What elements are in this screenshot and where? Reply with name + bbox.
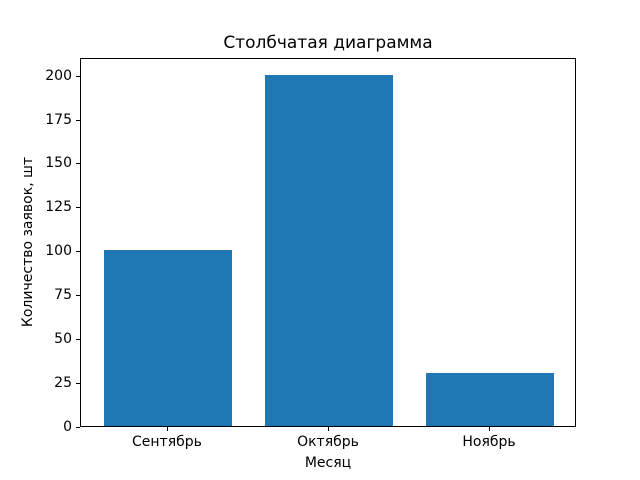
y-tick-mark	[76, 295, 80, 297]
y-tick-label: 175	[45, 111, 72, 128]
y-tick-mark	[76, 75, 80, 77]
x-tick-mark	[328, 427, 329, 431]
y-tick-label: 100	[45, 243, 72, 260]
x-axis-label: Месяц	[304, 455, 352, 471]
y-tick-label: 150	[45, 155, 72, 172]
plot-area	[80, 58, 576, 427]
y-tick-label: 25	[54, 375, 72, 392]
x-tick-label: Сентябрь	[132, 434, 202, 450]
y-tick-mark	[76, 163, 80, 165]
y-tick-label: 0	[63, 419, 72, 435]
bar-Сентябрь	[103, 250, 233, 426]
chart-title: Столбчатая диаграмма	[223, 33, 433, 53]
y-tick-mark	[76, 339, 80, 341]
x-tick-label: Октябрь	[297, 434, 359, 450]
y-tick-mark	[76, 427, 80, 428]
y-tick-label: 125	[45, 199, 72, 216]
bar-Октябрь	[264, 74, 394, 426]
y-tick-mark	[76, 383, 80, 385]
y-axis-label: Количество заявок, шт	[20, 156, 36, 328]
x-tick-mark	[489, 427, 491, 431]
y-tick-label: 200	[45, 67, 72, 84]
y-tick-mark	[76, 119, 80, 121]
y-tick-mark	[76, 251, 80, 253]
x-tick-mark	[166, 427, 168, 431]
y-tick-mark	[76, 207, 80, 209]
y-tick-label: 75	[54, 287, 72, 304]
x-tick-label: Ноябрь	[462, 434, 516, 450]
y-tick-label: 50	[54, 331, 72, 348]
bar-Ноябрь	[425, 373, 555, 426]
